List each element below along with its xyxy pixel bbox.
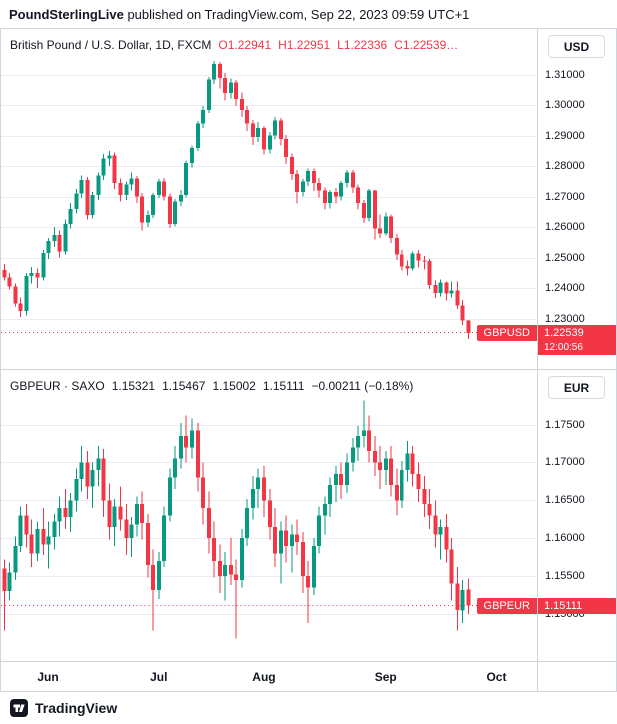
gbpeur-pane: GBPEUR · SAXO 1.15321 1.15467 1.15002 1.… xyxy=(1,370,616,661)
attribution-header: PoundSterlingLive published on TradingVi… xyxy=(0,0,617,28)
price-tick-label: 1.29000 xyxy=(545,129,585,142)
gbpusd-last-price-badge: 1.22539 xyxy=(538,324,616,341)
time-axis-month-label: Jun xyxy=(37,670,59,684)
time-axis-corner xyxy=(538,662,616,691)
price-tick-label: 1.16500 xyxy=(545,494,585,507)
gbpeur-price-line-label: GBPEUR xyxy=(476,597,537,614)
gbpusd-candlestick-chart[interactable] xyxy=(1,29,537,369)
gbpusd-price-line-label: GBPUSD xyxy=(476,324,537,341)
gbpeur-low-value: 1.15002 xyxy=(212,379,256,393)
gbpusd-legend: British Pound / U.S. Dollar, 1D, FXCM O1… xyxy=(10,38,458,52)
gbpusd-close-value: C1.22539… xyxy=(394,38,459,52)
time-axis-month-label: Aug xyxy=(252,670,276,684)
price-tick-label: 1.28000 xyxy=(545,160,585,173)
gbpeur-symbol-title[interactable]: GBPEUR · SAXO xyxy=(10,379,105,393)
gbpeur-change-value: −0.00211 (−0.18%) xyxy=(311,379,414,393)
price-tick-label: 1.16000 xyxy=(545,532,585,545)
price-tick-label: 1.31000 xyxy=(545,68,585,81)
pane-divider[interactable] xyxy=(1,369,616,370)
gbpeur-price-axis[interactable]: EUR 1.17500 1.17000 1.16500 1.16000 1.15500 1… xyxy=(538,370,616,661)
time-axis-labels[interactable]: Jun Jul Aug Sep Oct xyxy=(1,662,538,691)
chart-container: British Pound / U.S. Dollar, 1D, FXCM O1… xyxy=(0,28,617,692)
currency-button-usd[interactable]: USD xyxy=(548,35,605,58)
time-axis-month-label: Oct xyxy=(486,670,507,684)
gbpusd-high-value: H1.22951 xyxy=(278,38,331,52)
gbpeur-open-value: 1.15321 xyxy=(111,379,156,393)
currency-button-eur[interactable]: EUR xyxy=(548,376,605,399)
time-axis-month-label: Sep xyxy=(374,670,397,684)
price-tick-label: 1.17000 xyxy=(545,456,585,469)
publisher-name: PoundSterlingLive xyxy=(9,7,124,22)
footer: TradingView xyxy=(0,692,617,724)
price-tick-label: 1.30000 xyxy=(545,99,585,112)
price-tick-label: 1.23000 xyxy=(545,312,585,325)
gbpeur-candlestick-chart[interactable] xyxy=(1,370,537,661)
gbpusd-low-value: L1.22336 xyxy=(337,38,388,52)
price-tick-label: 1.15500 xyxy=(545,570,585,583)
tradingview-wordmark[interactable]: TradingView xyxy=(35,700,118,716)
price-tick-label: 1.24000 xyxy=(545,282,585,295)
price-tick-label: 1.26000 xyxy=(545,221,585,234)
price-tick-label: 1.27000 xyxy=(545,190,585,203)
gbpusd-plot-area[interactable]: British Pound / U.S. Dollar, 1D, FXCM O1… xyxy=(1,29,538,369)
gbpeur-high-value: 1.15467 xyxy=(162,379,206,393)
attribution-text: published on TradingView.com, Sep 22, 20… xyxy=(123,7,470,22)
time-axis[interactable]: Jun Jul Aug Sep Oct xyxy=(1,661,616,691)
gbpeur-plot-area[interactable]: GBPEUR · SAXO 1.15321 1.15467 1.15002 1.… xyxy=(1,370,538,661)
gbpeur-last-price-badge: 1.15111 xyxy=(538,597,616,614)
gbpeur-legend: GBPEUR · SAXO 1.15321 1.15467 1.15002 1.… xyxy=(10,379,413,393)
gbpusd-pane: British Pound / U.S. Dollar, 1D, FXCM O1… xyxy=(1,29,616,369)
gbpusd-symbol-title[interactable]: British Pound / U.S. Dollar, 1D, FXCM xyxy=(10,38,212,52)
gbpeur-close-value: 1.15111 xyxy=(262,379,305,393)
time-axis-month-label: Jul xyxy=(150,670,168,684)
gbpusd-bar-countdown: 12:00:56 xyxy=(538,340,616,355)
gbpusd-price-axis[interactable]: USD 1.31000 1.30000 1.29000 1.28000 1.27000 1… xyxy=(538,29,616,369)
price-tick-label: 1.17500 xyxy=(545,418,585,431)
price-tick-label: 1.25000 xyxy=(545,251,585,264)
gbpusd-open-value: O1.22941 xyxy=(218,38,272,52)
tradingview-logo-icon[interactable] xyxy=(10,699,28,717)
